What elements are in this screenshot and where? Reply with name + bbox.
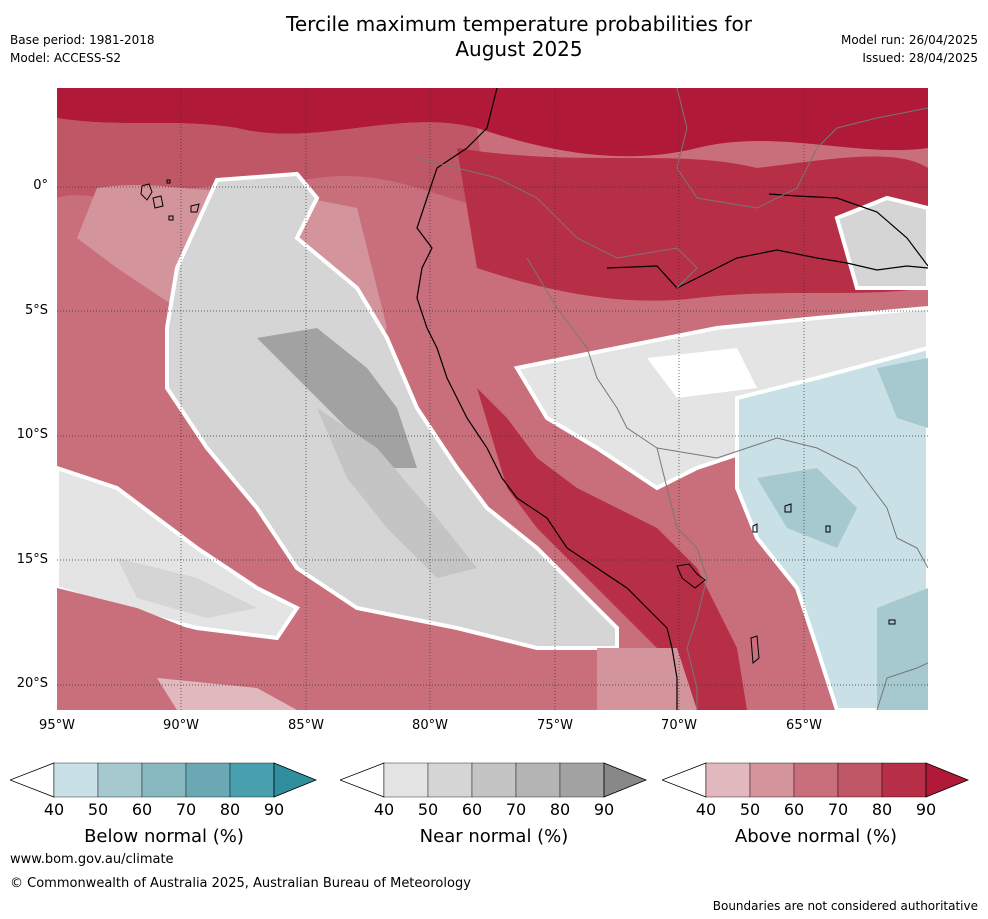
- region-above-90: [57, 88, 928, 157]
- copyright-text: © Commonwealth of Australia 2025, Austra…: [10, 876, 471, 891]
- lon-label-70w: 70°W: [661, 718, 697, 733]
- lat-label-20s: 20°S: [16, 676, 48, 691]
- colorbar-bin-2: [427, 762, 473, 798]
- amazon-river: [606, 193, 928, 289]
- lat-label-10s: 10°S: [16, 427, 48, 442]
- cb-near-tick-40: 40: [373, 800, 395, 819]
- website-text: www.bom.gov.au/climate: [10, 852, 174, 867]
- cb-below-tick-50: 50: [87, 800, 109, 819]
- cb-below-tick-90: 90: [263, 800, 285, 819]
- base-period-text: Base period: 1981-2018: [10, 33, 155, 47]
- galapagos-islands: [140, 179, 200, 221]
- colorbar-near-ticks: 40 50 60 70 80 90: [340, 800, 648, 820]
- region-above-80-coast: [477, 388, 747, 710]
- colorbar-above-normal: 40 50 60 70 80 90 Above normal (%): [660, 760, 970, 850]
- colorbar-above-label: Above normal (%): [734, 826, 898, 847]
- issued-text: Issued: 28/04/2025: [862, 51, 978, 65]
- lon-label-95w: 95°W: [39, 718, 75, 733]
- cb-below-tick-80: 80: [219, 800, 241, 819]
- disclaimer-text: Boundaries are not considered authoritat…: [712, 899, 978, 913]
- cb-below-tick-40: 40: [43, 800, 65, 819]
- colorbar-bin-5: [881, 762, 927, 798]
- model-run-text: Model run: 26/04/2025: [840, 33, 978, 47]
- cb-near-tick-50: 50: [417, 800, 439, 819]
- region-above-80-east: [457, 148, 928, 301]
- colorbar-bin-5: [229, 762, 275, 798]
- region-below-50-se: [877, 588, 928, 710]
- coastline: [416, 88, 678, 710]
- cb-above-tick-70: 70: [827, 800, 849, 819]
- colorbar-bin-3: [793, 762, 839, 798]
- lat-label-15s: 15°S: [16, 552, 48, 567]
- region-near-50-southwest: [117, 558, 257, 618]
- colorbar-max-extension: [603, 762, 648, 798]
- cb-above-tick-80: 80: [871, 800, 893, 819]
- colorbar-bin-2: [749, 762, 795, 798]
- cb-near-tick-70: 70: [505, 800, 527, 819]
- cb-near-tick-60: 60: [461, 800, 483, 819]
- colorbar-near-swatches: [338, 762, 648, 798]
- colorbar-above-swatches: [660, 762, 970, 798]
- colorbar-below-label: Below normal (%): [84, 826, 244, 847]
- country-borders: [416, 88, 928, 710]
- lat-label-0: 0°: [33, 178, 48, 193]
- lon-label-90w: 90°W: [163, 718, 199, 733]
- colorbar-bin-4: [515, 762, 561, 798]
- header-right-info: Model run: 26/04/2025 Issued: 28/04/2025: [841, 31, 978, 67]
- colorbar-bin-4: [837, 762, 883, 798]
- colorbar-max-extension: [925, 762, 970, 798]
- region-above-40-southwest: [157, 678, 297, 710]
- colorbar-near-normal: 40 50 60 70 80 90 Near normal (%): [338, 760, 648, 850]
- lon-label-75w: 75°W: [537, 718, 573, 733]
- colorbar-bin-1: [383, 762, 429, 798]
- lon-label-85w: 85°W: [288, 718, 324, 733]
- colorbar-bin-5: [559, 762, 605, 798]
- graticule: [57, 88, 928, 710]
- bolivia-lakes: [750, 503, 896, 665]
- title-line-2: August 2025: [455, 37, 583, 61]
- lat-label-5s: 5°S: [24, 303, 48, 318]
- colorbar-near-label: Near normal (%): [419, 826, 569, 847]
- colorbar-bin-3: [141, 762, 187, 798]
- colorbar-min-extension: [338, 762, 385, 798]
- probability-map: [57, 88, 928, 710]
- colorbar-bin-1: [53, 762, 99, 798]
- colorbar-below-swatches: [8, 762, 318, 798]
- region-below-50: [757, 468, 857, 548]
- cb-near-tick-90: 90: [593, 800, 615, 819]
- cb-below-tick-60: 60: [131, 800, 153, 819]
- region-above-50-south: [597, 648, 697, 710]
- colorbar-above-ticks: 40 50 60 70 80 90: [662, 800, 970, 820]
- lon-label-65w: 65°W: [786, 718, 822, 733]
- region-near-60: [317, 408, 477, 578]
- region-above-60-southwest: [57, 588, 377, 710]
- colorbar-bin-1: [705, 762, 751, 798]
- map-canvas: [57, 88, 928, 710]
- region-near-80: [257, 328, 417, 468]
- map-title: Tercile maximum temperature probabilitie…: [240, 12, 798, 62]
- cb-above-tick-60: 60: [783, 800, 805, 819]
- cb-below-tick-70: 70: [175, 800, 197, 819]
- region-above-70: [57, 118, 487, 208]
- header-left-info: Base period: 1981-2018 Model: ACCESS-S2: [10, 31, 155, 67]
- cb-above-tick-90: 90: [915, 800, 937, 819]
- colorbar-below-normal: 40 50 60 70 80 90 Below normal (%): [8, 760, 318, 850]
- title-line-1: Tercile maximum temperature probabilitie…: [286, 12, 752, 36]
- colorbar-max-extension: [273, 762, 318, 798]
- colorbar-bin-2: [97, 762, 143, 798]
- colorbar-bin-3: [471, 762, 517, 798]
- colorbar-bin-4: [185, 762, 231, 798]
- colorbar-min-extension: [660, 762, 707, 798]
- model-text: Model: ACCESS-S2: [10, 51, 122, 65]
- cb-above-tick-40: 40: [695, 800, 717, 819]
- colorbar-min-extension: [8, 762, 55, 798]
- region-below-50-ne: [877, 358, 928, 428]
- cb-near-tick-80: 80: [549, 800, 571, 819]
- lake-titicaca: [676, 563, 706, 589]
- cb-above-tick-50: 50: [739, 800, 761, 819]
- colorbar-below-ticks: 40 50 60 70 80 90: [10, 800, 318, 820]
- lon-label-80w: 80°W: [412, 718, 448, 733]
- region-no-signal: [647, 348, 757, 398]
